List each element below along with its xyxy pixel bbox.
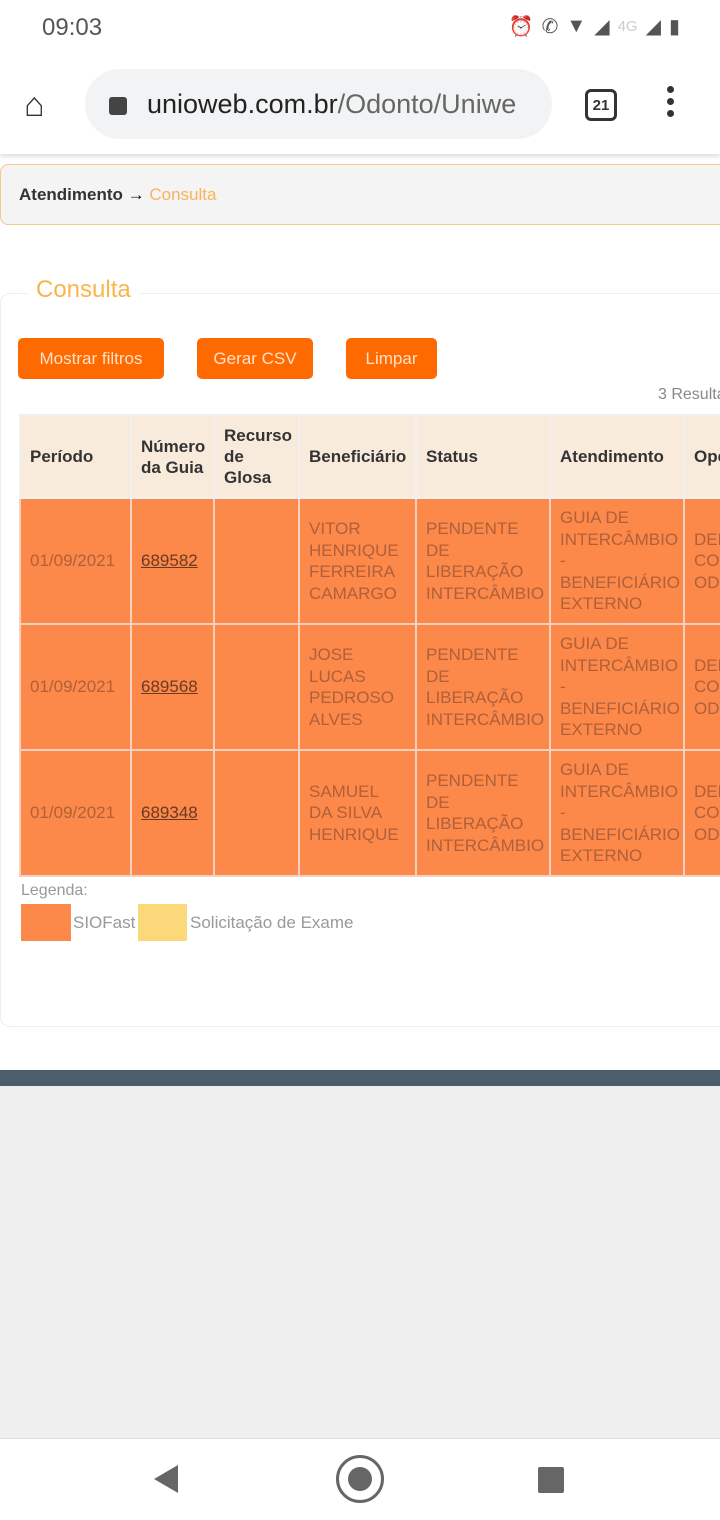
- cell-guia: 689582: [130, 497, 215, 625]
- arrow-icon: →: [127, 185, 145, 204]
- signal-icon: ◢: [594, 16, 610, 38]
- consulta-panel: [0, 293, 720, 1027]
- header-operadora: Ope: [683, 414, 720, 499]
- url-path: /Odonto/Uniwe: [337, 88, 517, 119]
- cell-atendimento: GUIA DE INTERCÂMBIO - BENEFICIÁRIO EXTER…: [549, 497, 685, 625]
- cell-guia: 689348: [130, 749, 215, 877]
- address-bar[interactable]: unioweb.com.br/Odonto/Uniwe: [85, 69, 552, 139]
- url-domain: unioweb.com.br: [147, 88, 338, 119]
- breadcrumb-current: Consulta: [149, 185, 217, 204]
- breadcrumb: Atendimento → Consulta: [0, 164, 720, 225]
- cell-recurso: [213, 749, 300, 877]
- footer-bar: [0, 1070, 720, 1086]
- legend-label-siofast: SIOFast: [73, 913, 136, 932]
- page-footer: [0, 1086, 720, 1438]
- cell-recurso: [213, 623, 300, 751]
- table-row[interactable]: 01/09/2021 689348 SAMUEL DA SILVA HENRIQ…: [19, 749, 720, 877]
- cell-periodo: 01/09/2021: [19, 749, 132, 877]
- cell-beneficiario: VITOR HENRIQUE FERREIRA CAMARGO: [298, 497, 417, 625]
- table-row[interactable]: 01/09/2021 689568 JOSE LUCAS PEDROSO ALV…: [19, 623, 720, 751]
- results-count: 3 Resultados: [658, 386, 720, 403]
- alarm-icon: ⏰: [508, 16, 534, 38]
- cell-beneficiario: JOSE LUCAS PEDROSO ALVES: [298, 623, 417, 751]
- home-icon[interactable]: ⌂: [24, 86, 45, 124]
- header-numero-guia: Número da Guia: [130, 414, 215, 499]
- panel-title: Consulta: [28, 276, 139, 304]
- back-icon[interactable]: [154, 1465, 178, 1493]
- cell-operadora: DEN COO ODO: [683, 497, 720, 625]
- wifi-icon: ▼: [566, 15, 587, 37]
- legend-title: Legenda:: [21, 882, 88, 899]
- header-periodo: Período: [19, 414, 132, 499]
- more-menu-icon[interactable]: [660, 86, 680, 117]
- cell-periodo: 01/09/2021: [19, 623, 132, 751]
- status-bar: 09:03 ⏰ ✆ ▼ ◢ 4G ◢ ▮: [0, 0, 720, 56]
- lock-icon: [109, 97, 127, 115]
- clear-button[interactable]: Limpar: [346, 338, 437, 379]
- cell-beneficiario: SAMUEL DA SILVA HENRIQUE: [298, 749, 417, 877]
- header-status: Status: [415, 414, 551, 499]
- header-recurso-glosa: Recurso de Glosa: [213, 414, 300, 499]
- header-beneficiario: Beneficiário: [298, 414, 417, 499]
- legend-label-exame: Solicitação de Exame: [190, 913, 354, 932]
- 4g-signal-icon: 4G: [617, 18, 638, 35]
- cell-guia: 689568: [130, 623, 215, 751]
- cell-status: PENDENTE DE LIBERAÇÃO INTERCÂMBIO: [415, 497, 551, 625]
- browser-toolbar: ⌂ unioweb.com.br/Odonto/Uniwe 21: [0, 56, 720, 154]
- signal-icon: ◢: [645, 16, 661, 38]
- cell-operadora: DEN COO ODO: [683, 749, 720, 877]
- battery-icon: ▮: [668, 16, 680, 38]
- cell-atendimento: GUIA DE INTERCÂMBIO - BENEFICIÁRIO EXTER…: [549, 623, 685, 751]
- legend-swatch-exame: [138, 904, 187, 941]
- guia-link[interactable]: 689582: [141, 551, 198, 571]
- android-nav-bar: [0, 1438, 720, 1520]
- wifi-call-4g-icon: ✆: [541, 16, 559, 38]
- cell-periodo: 01/09/2021: [19, 497, 132, 625]
- results-table: Período Número da Guia Recurso de Glosa …: [19, 414, 720, 877]
- table-row[interactable]: 01/09/2021 689582 VITOR HENRIQUE FERREIR…: [19, 497, 720, 625]
- legend-swatch-siofast: [21, 904, 71, 941]
- recents-icon[interactable]: [538, 1467, 564, 1493]
- export-csv-button[interactable]: Gerar CSV: [197, 338, 313, 379]
- cell-recurso: [213, 497, 300, 625]
- cell-operadora: DEN COO ODO: [683, 623, 720, 751]
- show-filters-button[interactable]: Mostrar filtros: [18, 338, 164, 379]
- guia-link[interactable]: 689568: [141, 677, 198, 697]
- guia-link[interactable]: 689348: [141, 803, 198, 823]
- home-button-icon[interactable]: [336, 1455, 384, 1503]
- cell-atendimento: GUIA DE INTERCÂMBIO - BENEFICIÁRIO EXTER…: [549, 749, 685, 877]
- breadcrumb-parent[interactable]: Atendimento: [19, 185, 123, 204]
- tab-switcher-button[interactable]: 21: [585, 89, 617, 121]
- cell-status: PENDENTE DE LIBERAÇÃO INTERCÂMBIO: [415, 749, 551, 877]
- header-atendimento: Atendimento: [549, 414, 685, 499]
- clock: 09:03: [42, 14, 103, 41]
- cell-status: PENDENTE DE LIBERAÇÃO INTERCÂMBIO: [415, 623, 551, 751]
